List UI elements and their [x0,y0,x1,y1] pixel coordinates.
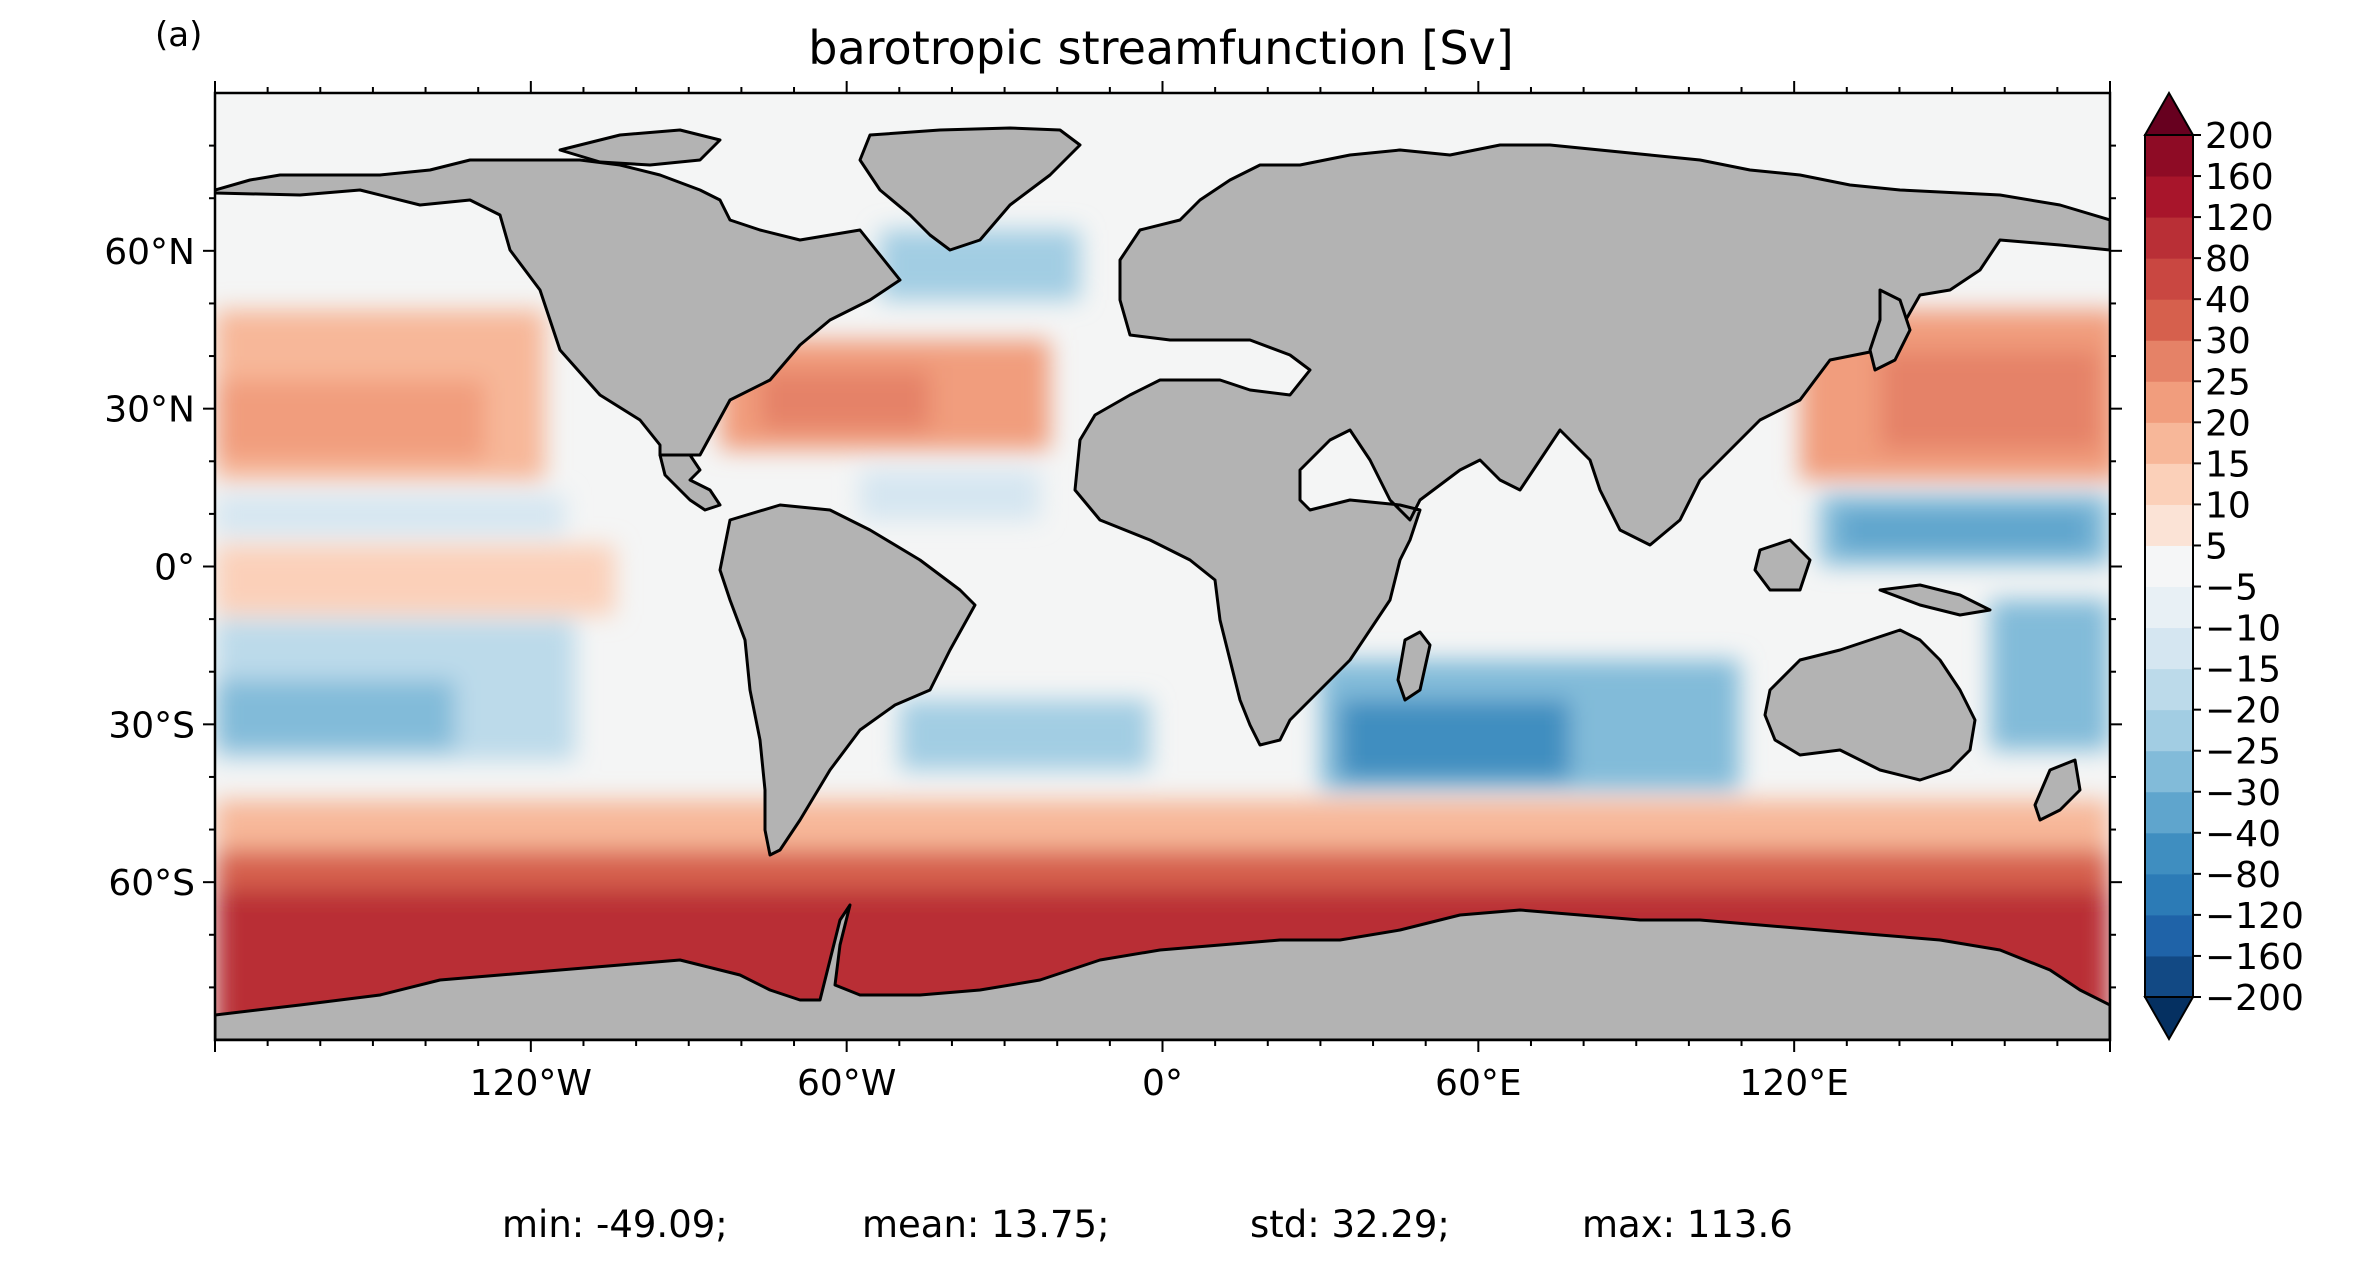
colorbar-tick-label: −5 [2205,568,2258,609]
land-madagascar [1396,630,1432,702]
colorbar-segment [2145,914,2193,957]
colorbar-segment [2145,832,2193,875]
colorbar-segment [2145,135,2193,177]
colorbar-tick-label: −160 [2205,937,2304,978]
land-eurasia-africa [1073,143,2110,747]
lat-tick-label: 30°S [108,705,195,746]
colorbar-tick-label: 15 [2205,444,2251,485]
field-indian-core [1340,700,1570,780]
land-north-america [215,158,902,457]
land-greenland [858,126,1082,252]
colorbar-segment [2145,750,2193,793]
longitude-axis: 120°W 60°W 0° 60°E 120°E [214,81,2111,1104]
lat-tick-label: 30°N [104,390,195,431]
colorbar-tick-label: −120 [2205,896,2304,937]
lon-tick-label: 120°W [470,1063,592,1104]
land-japan [1868,288,1912,372]
colorbar-tick-label: −30 [2205,773,2281,814]
field-pacific-trop-neg [215,495,565,535]
field-spacific-core [215,680,455,750]
land [215,126,2110,1040]
lat-tick-label: 60°S [108,863,195,904]
land-australia [1763,628,1977,782]
colorbar-tick-label: 120 [2205,198,2274,239]
panel-label: (a) [155,15,202,55]
colorbar-tick-label: −10 [2205,609,2281,650]
colorbar-tick-label: 10 [2205,485,2251,526]
field-satlantic [900,700,1150,770]
colorbar-tick-label: 40 [2205,280,2251,321]
stat-mean: mean: 13.75; [862,1203,1110,1246]
colorbar-segment [2145,545,2193,588]
field-npacific-west-core [215,380,485,460]
colorbar-extend-max [2143,90,2195,136]
colorbar-tick-label: −80 [2205,855,2281,896]
colorbar-tick-label: 25 [2205,362,2251,403]
land-central-america [658,453,722,512]
field-natlantic-core [760,370,930,430]
colorbar-tick-label: 200 [2205,116,2274,157]
colorbar-tick-label: 160 [2205,157,2274,198]
colorbar-segment [2145,217,2193,259]
colorbar-tick-label: −15 [2205,650,2281,691]
colorbar-segment [2145,668,2193,711]
field-pacific-equatorial [215,545,615,615]
field-npacific-east-core [1880,350,2100,450]
colorbar-segment [2145,791,2193,834]
colorbar-segment [2145,381,2193,423]
land-antarctica [215,903,2110,1040]
colorbar-segment [2145,422,2193,464]
colorbar-tick-label: −200 [2205,978,2304,1019]
land-new-guinea [1878,583,1992,617]
colorbar-extend-min [2143,996,2195,1042]
colorbar-frame [2144,134,2194,998]
colorbar-segment [2145,586,2193,629]
colorbar-segment [2145,627,2193,670]
colorbar-segment [2145,709,2193,752]
colorbar-tick-label: −40 [2205,814,2281,855]
lat-tick-label: 0° [154,548,195,589]
lon-tick-label: 0° [1142,1063,1183,1104]
land-borneo [1753,538,1812,592]
colorbar-segment [2145,504,2193,546]
lon-tick-label: 60°E [1435,1063,1522,1104]
colorbar-segment [2145,340,2193,382]
lon-tick-label: 120°E [1739,1063,1848,1104]
land-south-america [718,503,977,857]
colorbar-segment [2145,463,2193,505]
land-new-zealand [2033,758,2082,822]
colorbar: 200160120804030252015105−5−10−15−20−25−3… [2143,90,2304,1042]
colorbar-segment [2145,873,2193,916]
lat-tick-label: 60°N [104,232,195,273]
colorbar-tick-label: 5 [2205,526,2228,567]
field-wpacific-neg-core [1840,510,2090,550]
colorbar-tick-label: 20 [2205,403,2251,444]
colorbar-segment [2145,955,2193,998]
stat-std: std: 32.29; [1250,1203,1450,1246]
colorbar-tick-label: 30 [2205,321,2251,362]
land-canadian-archipelago [558,128,722,167]
stat-max: max: 113.6 [1582,1203,1793,1246]
map-title: barotropic streamfunction [Sv] [808,21,1513,75]
colorbar-segment [2145,258,2193,300]
colorbar-tick-label: −25 [2205,732,2281,773]
colorbar-tick-label: −20 [2205,691,2281,732]
field-tasman [1990,600,2110,750]
field-subpolar-atlantic [880,230,1080,300]
field-tatlantic-neg [860,470,1040,520]
lon-tick-label: 60°W [797,1063,896,1104]
stat-min: min: -49.09; [502,1203,728,1246]
colorbar-segment [2145,176,2193,218]
colorbar-segment [2145,299,2193,341]
latitude-axis: 60°N 30°N 0° 30°S 60°S [104,144,2122,989]
colorbar-tick-label: 80 [2205,239,2251,280]
map-area [215,93,2110,1040]
